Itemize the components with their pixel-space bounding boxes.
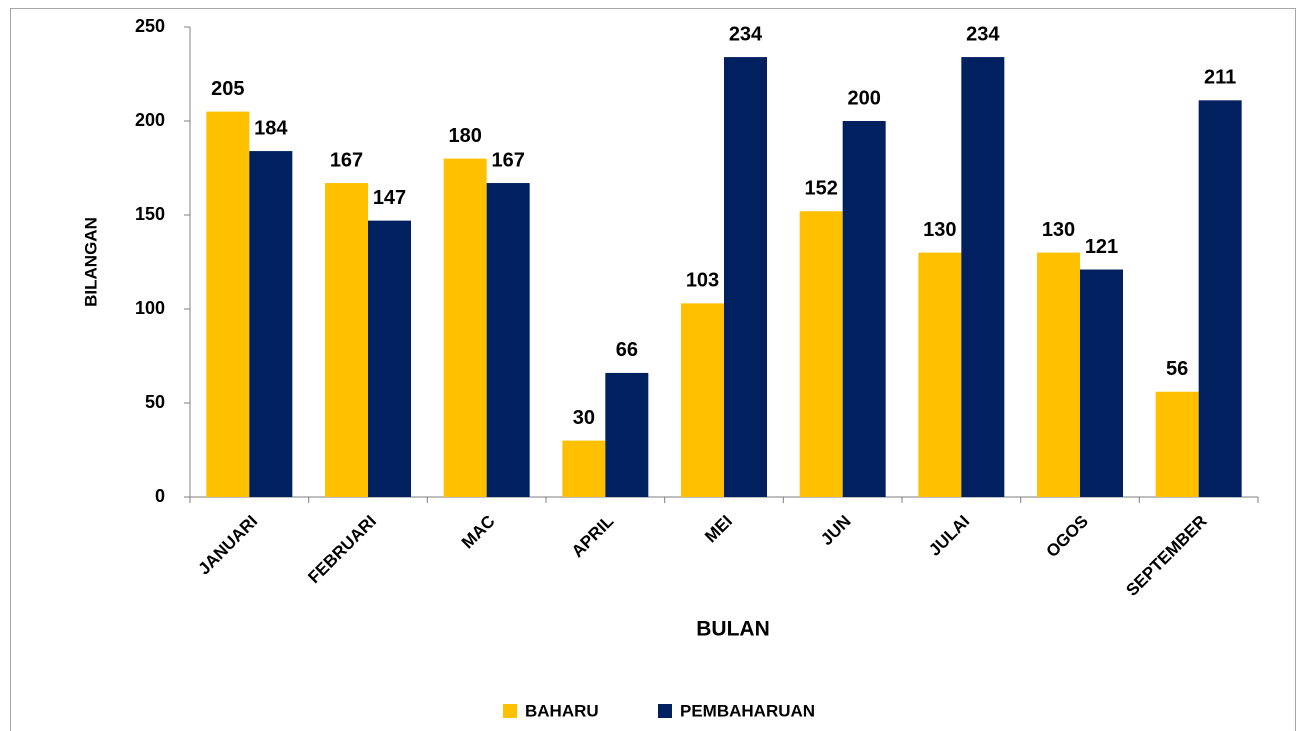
bar [443, 158, 487, 497]
bar [1080, 269, 1123, 497]
value-label: 205 [211, 78, 244, 100]
x-tick-label: JUN [817, 512, 854, 549]
y-tick-label: 250 [135, 16, 165, 36]
value-label: 184 [254, 117, 288, 139]
x-tick-label: MEI [701, 512, 736, 547]
value-label: 103 [686, 270, 719, 292]
value-label: 121 [1085, 236, 1118, 258]
bar [368, 220, 411, 497]
legend-label: BAHARU [525, 701, 599, 720]
bar [724, 57, 767, 498]
x-axis-title: BULAN [696, 618, 770, 641]
bar [1155, 391, 1199, 497]
x-tick-label: JULAI [925, 512, 973, 560]
y-axis-title: BILANGAN [81, 217, 100, 307]
x-tick-label: JANUARI [194, 512, 261, 579]
value-label: 234 [966, 23, 1000, 45]
legend-swatch [658, 704, 672, 718]
y-tick-label: 100 [135, 298, 165, 318]
value-label: 180 [448, 125, 481, 147]
bar [325, 183, 368, 498]
bar [1198, 100, 1242, 497]
bar [562, 440, 606, 497]
value-label: 130 [923, 219, 956, 241]
y-tick-label: 200 [135, 110, 165, 130]
y-tick-label: 0 [155, 486, 165, 506]
bar [249, 151, 293, 497]
x-tick-label: OGOS [1042, 512, 1092, 562]
value-label: 234 [729, 23, 763, 45]
value-label: 152 [804, 178, 837, 200]
bar [961, 57, 1005, 498]
value-label: 66 [616, 339, 638, 361]
value-label: 200 [847, 87, 880, 109]
bar [681, 303, 724, 497]
value-label: 211 [1204, 67, 1236, 89]
chart-border [10, 8, 1296, 731]
bar [918, 252, 962, 497]
x-tick-label: SEPTEMBER [1122, 512, 1210, 600]
bar [842, 121, 886, 497]
value-label: 167 [330, 149, 363, 171]
value-label: 30 [573, 407, 595, 429]
value-label: 56 [1166, 358, 1188, 380]
y-tick-label: 150 [135, 204, 165, 224]
bar [799, 211, 843, 498]
value-label: 130 [1042, 219, 1075, 241]
legend-label: PEMBAHARUAN [680, 701, 815, 720]
bar [206, 111, 250, 497]
x-tick-label: APRIL [568, 512, 617, 561]
legend-swatch [503, 704, 517, 718]
value-label: 167 [491, 149, 524, 171]
bar [605, 372, 649, 497]
x-tick-label: FEBRUARI [304, 512, 380, 588]
value-label: 147 [373, 187, 406, 209]
y-tick-label: 50 [145, 392, 165, 412]
x-tick-label: MAC [458, 512, 499, 553]
bar [1037, 252, 1080, 497]
bar [486, 183, 530, 498]
